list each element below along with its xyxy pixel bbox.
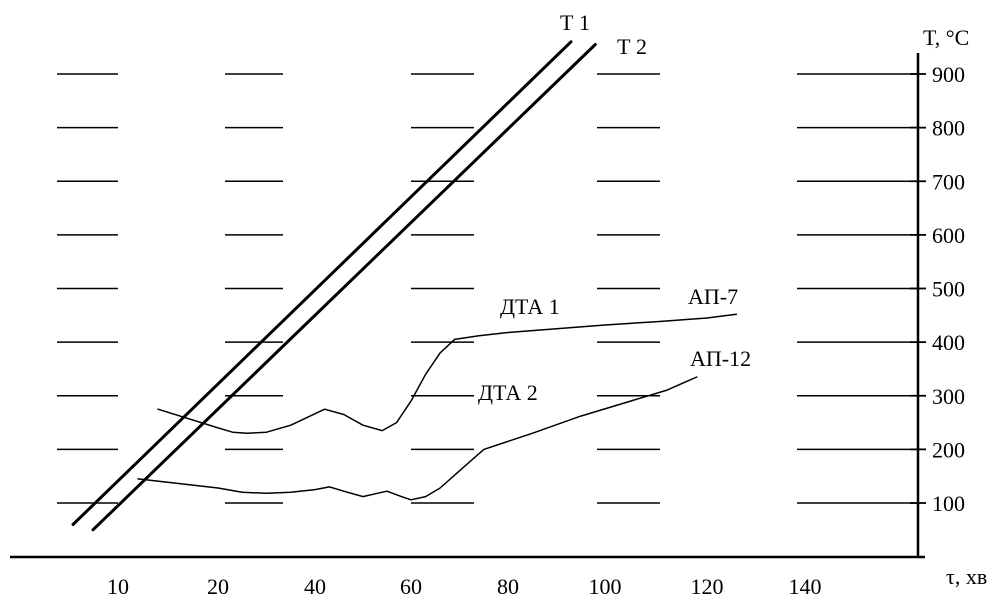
y-axis-title: T, °C	[923, 25, 969, 50]
y-tick-label-100: 100	[932, 491, 965, 516]
y-tick-label-300: 300	[932, 384, 965, 409]
series-line-4	[137, 376, 698, 501]
series-layer	[71, 40, 738, 532]
series-label-ap12: АП-12	[690, 346, 751, 371]
series-line-1	[71, 40, 573, 526]
y-tick-label-400: 400	[932, 330, 965, 355]
series-label-dta2: ДТА 2	[478, 380, 538, 405]
x-tick-label-80: 80	[497, 574, 519, 599]
x-axis-title: τ, хв	[946, 564, 987, 589]
x-tick-label-40: 40	[304, 574, 326, 599]
y-tick-label-500: 500	[932, 277, 965, 302]
y-tick-label-200: 200	[932, 437, 965, 462]
ticks-layer: 100 200 300 400 500 600 700 800 900 10 20 40 60 80 100…	[107, 62, 965, 599]
series-label-t2: Т 2	[617, 34, 647, 59]
x-tick-label-100: 100	[589, 574, 622, 599]
series-label-ap7: АП-7	[688, 284, 738, 309]
series-label-dta1: ДТА 1	[500, 294, 560, 319]
y-tick-label-700: 700	[932, 169, 965, 194]
series-line-2	[91, 43, 597, 532]
x-tick-label-140: 140	[789, 574, 822, 599]
y-tick-label-600: 600	[932, 223, 965, 248]
x-tick-label-20: 20	[207, 574, 229, 599]
labels-layer: T, °C τ, хв Т 1 Т 2 ДТА 1 ДТА 2 АП-7 АП-…	[478, 10, 987, 589]
series-label-t1: Т 1	[560, 10, 590, 35]
x-tick-label-120: 120	[691, 574, 724, 599]
y-tick-label-900: 900	[932, 62, 965, 87]
axes-layer	[10, 53, 925, 559]
series-line-3	[157, 313, 738, 435]
y-tick-label-800: 800	[932, 116, 965, 141]
x-tick-label-60: 60	[400, 574, 422, 599]
x-tick-label-10: 10	[107, 574, 129, 599]
